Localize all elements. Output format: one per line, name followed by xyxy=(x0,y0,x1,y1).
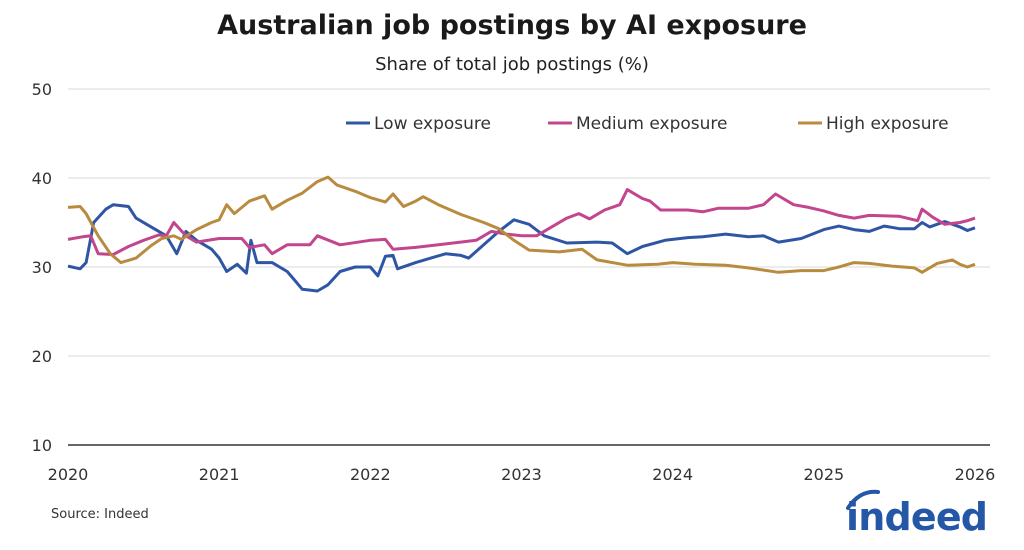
x-tick-label: 2025 xyxy=(803,465,844,484)
x-tick-label: 2024 xyxy=(652,465,693,484)
legend-label: Medium exposure xyxy=(576,114,728,134)
series-line-high-exposure xyxy=(67,175,976,274)
indeed-logo: indeed xyxy=(846,489,988,536)
y-tick-label: 10 xyxy=(32,436,52,455)
legend-label: High exposure xyxy=(826,114,949,134)
y-tick-label: 20 xyxy=(32,347,52,366)
y-tick-label: 50 xyxy=(32,80,52,99)
chart-subtitle: Share of total job postings (%) xyxy=(375,54,649,75)
y-tick-label: 30 xyxy=(32,258,52,277)
x-tick-label: 2021 xyxy=(199,465,240,484)
x-tick-label: 2026 xyxy=(955,465,996,484)
legend-label: Low exposure xyxy=(374,114,491,134)
y-tick-label: 40 xyxy=(32,169,52,188)
chart-title: Australian job postings by AI exposure xyxy=(217,10,807,41)
x-tick-label: 2022 xyxy=(350,465,391,484)
line-chart: 10 20 30 40 50 2020 2021 2022 2023 2024 2025 2026 Lo… xyxy=(32,80,996,484)
source-note: Source: Indeed xyxy=(51,507,149,522)
x-tick-label: 2020 xyxy=(48,465,89,484)
series-line-low-exposure xyxy=(67,203,976,293)
x-tick-label: 2023 xyxy=(501,465,542,484)
svg-text:indeed: indeed xyxy=(846,495,988,536)
